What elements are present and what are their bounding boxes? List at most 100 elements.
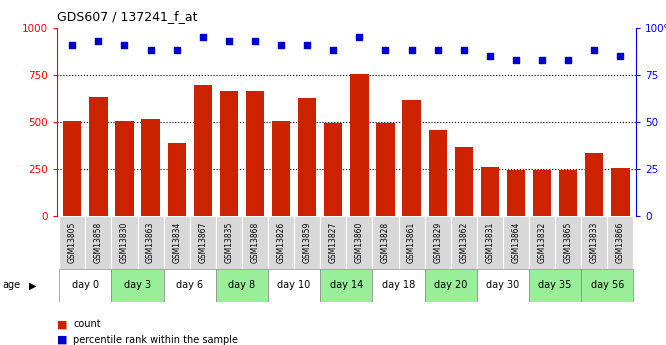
Text: day 20: day 20 (434, 280, 468, 290)
Bar (555, 216, 581, 269)
Bar (115, 121, 134, 216)
Bar (477, 216, 503, 269)
Point (145, 47, 156, 53)
Text: GSM13864: GSM13864 (511, 222, 520, 263)
Point (432, 47, 443, 53)
Point (458, 47, 469, 53)
Text: GSM13858: GSM13858 (94, 222, 103, 263)
Point (328, 47, 338, 53)
Bar (477, 269, 529, 302)
Text: GSM13861: GSM13861 (407, 222, 416, 263)
Point (67, 42, 78, 47)
Bar (246, 91, 264, 216)
Bar (89, 97, 107, 216)
Bar (398, 216, 425, 269)
Bar (190, 216, 216, 269)
Text: GSM13835: GSM13835 (224, 222, 233, 263)
Point (93, 38, 104, 43)
Bar (111, 216, 137, 269)
Bar (376, 124, 394, 216)
Bar (272, 121, 290, 216)
Point (224, 38, 234, 43)
Bar (194, 85, 212, 216)
Bar (168, 143, 186, 216)
Bar (503, 216, 529, 269)
Text: GSM13827: GSM13827 (329, 222, 338, 263)
Text: ■: ■ (57, 319, 67, 329)
Point (615, 53, 625, 59)
Text: GSM13832: GSM13832 (537, 222, 547, 263)
Text: GSM13834: GSM13834 (172, 222, 181, 263)
Point (537, 57, 547, 62)
Bar (451, 216, 477, 269)
Bar (324, 124, 342, 216)
Bar (164, 216, 190, 269)
Text: GSM13828: GSM13828 (381, 222, 390, 263)
Text: day 30: day 30 (486, 280, 519, 290)
Bar (425, 216, 451, 269)
Text: GSM13868: GSM13868 (250, 222, 260, 263)
Text: day 14: day 14 (330, 280, 363, 290)
Point (485, 53, 496, 59)
Text: age: age (2, 280, 20, 290)
Text: GSM13805: GSM13805 (68, 222, 77, 263)
Point (406, 47, 417, 53)
Bar (164, 269, 216, 302)
Point (511, 57, 521, 62)
Point (302, 42, 312, 47)
Bar (216, 269, 268, 302)
Text: day 10: day 10 (278, 280, 311, 290)
Bar (268, 216, 294, 269)
Text: GSM13866: GSM13866 (616, 222, 625, 263)
Text: count: count (73, 319, 101, 329)
Bar (59, 216, 85, 269)
Point (354, 34, 365, 40)
Point (589, 47, 599, 53)
Bar (346, 216, 372, 269)
Bar (294, 216, 320, 269)
Bar (372, 269, 425, 302)
Bar (607, 216, 633, 269)
Bar (611, 168, 629, 216)
Text: GSM13867: GSM13867 (198, 222, 207, 263)
Bar (63, 121, 81, 216)
Text: day 0: day 0 (72, 280, 99, 290)
Text: GSM13865: GSM13865 (563, 222, 573, 263)
Text: day 35: day 35 (538, 280, 572, 290)
Bar (581, 216, 607, 269)
Bar (507, 170, 525, 216)
Text: GDS607 / 137241_f_at: GDS607 / 137241_f_at (57, 10, 197, 23)
Text: GSM13826: GSM13826 (276, 222, 286, 263)
Text: percentile rank within the sample: percentile rank within the sample (73, 335, 238, 345)
Point (197, 34, 208, 40)
Bar (585, 152, 603, 216)
Bar (425, 269, 477, 302)
Text: day 6: day 6 (176, 280, 203, 290)
Point (171, 47, 182, 53)
Bar (428, 130, 447, 216)
Bar (455, 147, 473, 216)
Point (250, 38, 260, 43)
Text: ▶: ▶ (29, 280, 36, 290)
Text: GSM13862: GSM13862 (460, 222, 468, 263)
Bar (320, 269, 372, 302)
Bar (481, 167, 499, 216)
Bar (85, 216, 111, 269)
Text: ■: ■ (57, 335, 67, 345)
Bar (59, 269, 111, 302)
Bar (529, 269, 581, 302)
Point (563, 57, 573, 62)
Point (380, 47, 391, 53)
Bar (242, 216, 268, 269)
Bar (141, 119, 160, 216)
Bar (298, 98, 316, 216)
Text: GSM13830: GSM13830 (120, 222, 129, 263)
Text: GSM13859: GSM13859 (302, 222, 312, 263)
Text: GSM13860: GSM13860 (355, 222, 364, 263)
Bar (559, 169, 577, 216)
Text: GSM13831: GSM13831 (486, 222, 494, 263)
Bar (402, 100, 421, 216)
Text: day 8: day 8 (228, 280, 256, 290)
Bar (220, 91, 238, 216)
Text: GSM13829: GSM13829 (433, 222, 442, 263)
